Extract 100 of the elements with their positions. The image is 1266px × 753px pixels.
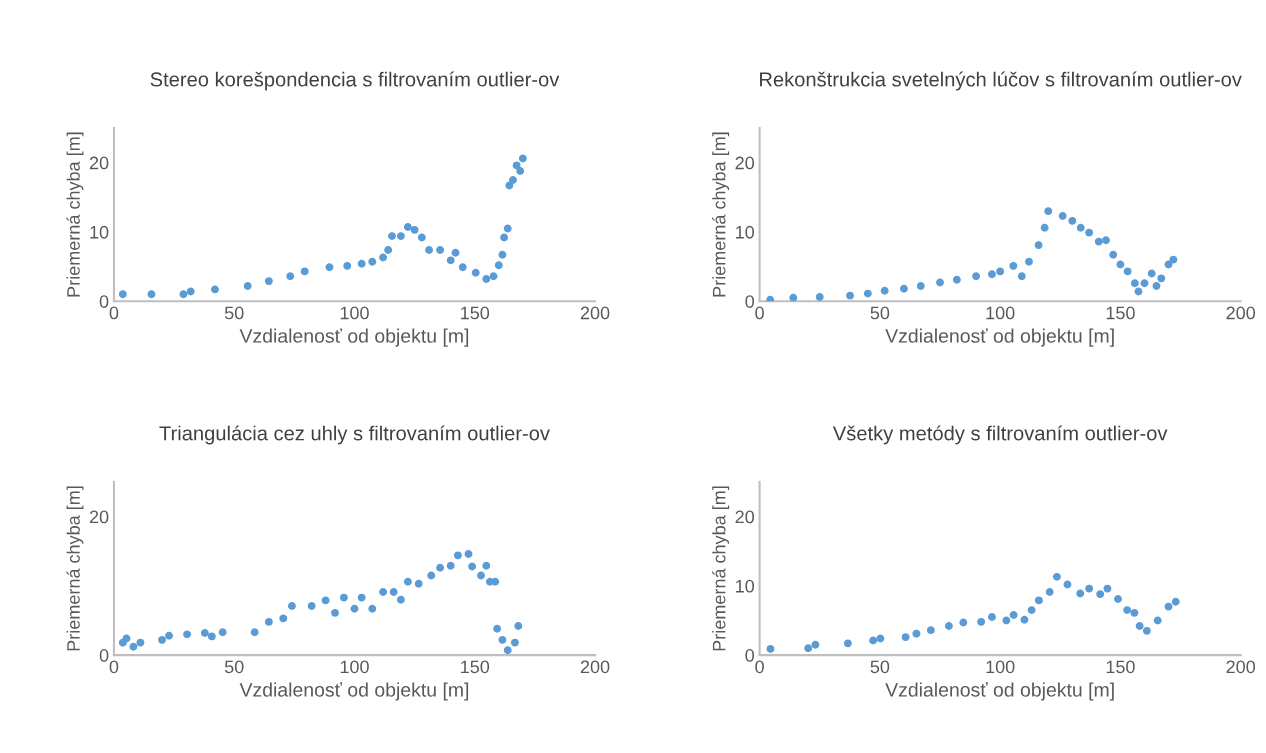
x-tick-label: 100 xyxy=(986,306,1015,320)
point xyxy=(287,601,296,610)
x-tick-label: 50 xyxy=(224,306,244,320)
point xyxy=(1147,269,1156,278)
point xyxy=(446,256,455,265)
x-tick-label: 50 xyxy=(870,660,890,674)
x-tick-label: 200 xyxy=(1226,306,1256,320)
point xyxy=(1157,274,1166,283)
point xyxy=(451,248,460,257)
point xyxy=(863,289,872,298)
x-axis-title: Vzdialenosť od objektu [m] xyxy=(239,328,469,347)
point xyxy=(129,642,138,651)
point xyxy=(468,562,477,571)
x-tick-label: 0 xyxy=(109,306,119,320)
point xyxy=(1063,580,1072,589)
y-tick-label: 0 xyxy=(99,295,109,308)
point xyxy=(1085,584,1094,593)
point xyxy=(944,622,953,630)
x-tick-label: 50 xyxy=(870,306,890,320)
point xyxy=(518,154,527,163)
point xyxy=(436,563,445,572)
point xyxy=(988,613,996,621)
point xyxy=(165,631,173,640)
point xyxy=(1152,282,1161,290)
point xyxy=(357,593,366,602)
point xyxy=(1025,257,1033,266)
point xyxy=(186,287,195,296)
point xyxy=(396,595,405,604)
y-tick-label: 20 xyxy=(89,156,109,170)
x-tick-label: 150 xyxy=(1106,306,1135,320)
point xyxy=(414,579,423,588)
point xyxy=(147,290,156,299)
point xyxy=(503,646,512,655)
point xyxy=(1130,608,1139,617)
point xyxy=(425,245,433,254)
point xyxy=(458,263,467,272)
point xyxy=(1040,223,1049,232)
point xyxy=(977,617,986,626)
y-tick-label: 0 xyxy=(745,295,755,308)
point xyxy=(880,286,889,295)
point xyxy=(403,223,412,232)
point xyxy=(916,282,925,290)
point xyxy=(357,259,366,268)
point xyxy=(498,635,507,644)
point xyxy=(384,245,393,254)
x-axis-title: Vzdialenosť od objektu [m] xyxy=(239,682,469,701)
point xyxy=(516,167,525,175)
point xyxy=(1058,212,1067,220)
point xyxy=(403,577,412,586)
point xyxy=(118,290,127,299)
point xyxy=(427,571,436,580)
point xyxy=(1142,626,1151,635)
x-axis-title: Vzdialenosť od objektu [m] xyxy=(885,682,1114,701)
point xyxy=(1076,223,1085,232)
y-tick-label: 20 xyxy=(89,510,109,524)
x-tick-label: 0 xyxy=(109,660,119,674)
point xyxy=(446,561,455,570)
point xyxy=(899,284,908,293)
point xyxy=(1094,237,1103,246)
point xyxy=(1002,616,1011,625)
point xyxy=(325,263,334,272)
point xyxy=(959,618,968,627)
point xyxy=(500,233,509,242)
point xyxy=(368,257,377,266)
point xyxy=(1020,615,1029,624)
point xyxy=(843,639,852,648)
point xyxy=(1044,207,1053,216)
x-tick-label: 100 xyxy=(986,660,1015,674)
point xyxy=(936,278,944,287)
point xyxy=(464,550,473,558)
point xyxy=(286,272,295,281)
point xyxy=(207,632,216,641)
point xyxy=(1164,260,1173,269)
y-tick-label: 20 xyxy=(735,156,755,170)
point xyxy=(350,604,359,613)
point xyxy=(122,634,131,643)
point xyxy=(1068,216,1077,225)
point xyxy=(1009,261,1018,270)
point xyxy=(493,624,502,633)
chart-title: Rekonštrukcia svetelných lúčov s filtrovaním outlier-ov xyxy=(760,71,1242,91)
point xyxy=(1135,622,1144,630)
point xyxy=(307,601,316,610)
point xyxy=(368,604,377,613)
point xyxy=(804,644,813,653)
point xyxy=(494,261,503,270)
point xyxy=(410,225,419,234)
y-tick-label: 0 xyxy=(99,649,109,662)
point xyxy=(926,626,935,635)
y-axis-title: Priemerná chyba [m] xyxy=(66,486,84,651)
point xyxy=(436,245,445,254)
point xyxy=(815,293,824,301)
point xyxy=(491,577,500,586)
point xyxy=(417,233,426,242)
point xyxy=(136,638,145,647)
point xyxy=(379,253,388,262)
point xyxy=(1102,236,1110,245)
x-axis-title: Vzdialenosť od objektu [m] xyxy=(885,328,1114,347)
point xyxy=(211,285,219,294)
chart-title: Triangulácia cez uhly s filtrovaním outlier-ov xyxy=(159,425,550,445)
point xyxy=(1134,287,1143,296)
